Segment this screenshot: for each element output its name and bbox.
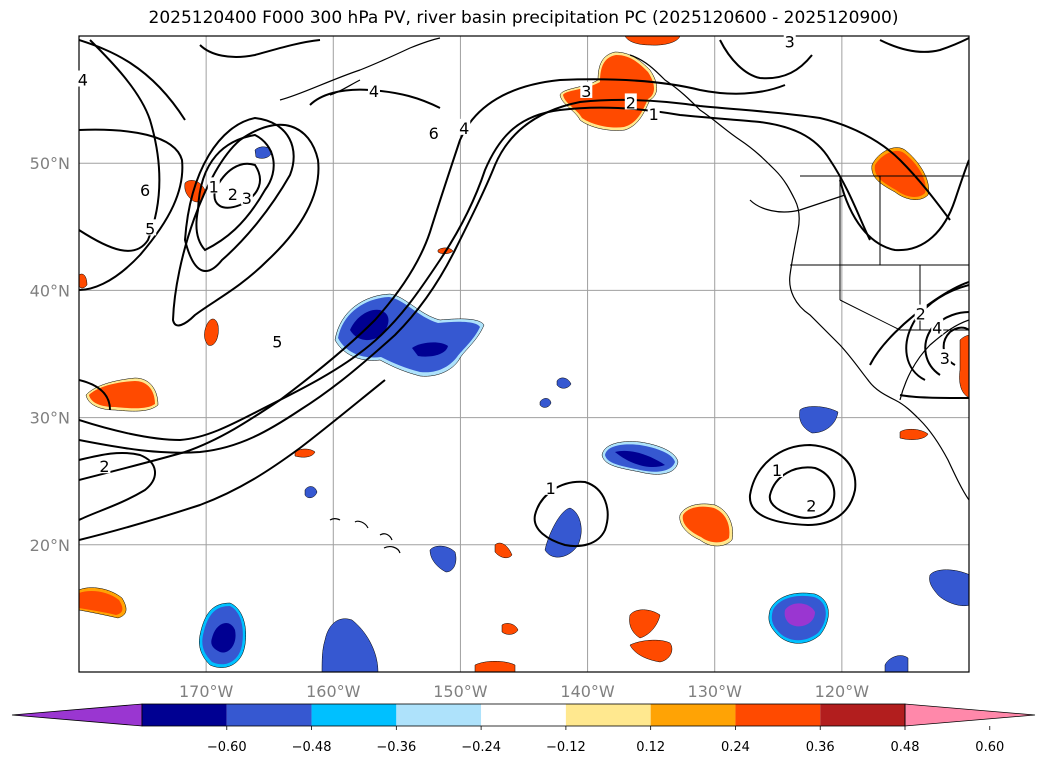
contour-label-bg	[771, 461, 784, 478]
colorbar-segment	[311, 704, 397, 726]
contour-label: 3	[940, 349, 950, 368]
contour-label-bg	[427, 123, 440, 140]
contour-label-bg	[144, 219, 157, 236]
lon-tick-label: 130°W	[688, 682, 743, 701]
chart-title: 2025120400 F000 300 hPa PV, river basin …	[148, 8, 899, 28]
colorbar-tick-label: 0.24	[721, 740, 750, 755]
contour-label: 4	[369, 82, 379, 101]
contour-label: 2	[99, 457, 109, 476]
contour-label: 6	[429, 124, 439, 143]
colorbar-tick-label: 0.12	[636, 740, 665, 755]
longitude-labels: 170°W 160°W 150°W 140°W 130°W 120°W	[179, 682, 869, 701]
contour-label-bg	[647, 104, 660, 121]
contour-label: 3	[581, 82, 591, 101]
colorbar-segment	[650, 704, 736, 726]
lon-tick-label: 170°W	[179, 682, 234, 701]
lat-tick-label: 20°N	[30, 536, 70, 555]
colorbar-segment	[481, 704, 566, 726]
contour-label: 6	[140, 181, 150, 200]
colorbar-segment	[820, 704, 905, 726]
contour-label-bg	[367, 81, 380, 98]
contour-label-bg	[783, 32, 796, 49]
contour-label-bg	[624, 93, 637, 110]
contour-label: 4	[932, 319, 942, 338]
contour-label-bg	[458, 118, 471, 135]
contour-label: 2	[228, 185, 238, 204]
contour-label: 5	[145, 219, 155, 238]
colorbar-segment	[226, 704, 312, 726]
contour-label: 4	[459, 119, 469, 138]
colorbar: −0.60 −0.48 −0.36 −0.24 −0.12 0.12 0.24 0.36 0.4…	[11, 703, 1036, 755]
map-background	[79, 36, 969, 672]
contour-label: 1	[772, 461, 782, 480]
contour-label: 3	[242, 189, 252, 208]
contour-label-bg	[139, 181, 152, 198]
contour-label: 3	[785, 32, 795, 51]
colorbar-outline	[141, 703, 906, 727]
contour-label-bg	[805, 496, 818, 513]
contour-label: 5	[272, 333, 282, 352]
lat-tick-label: 50°N	[30, 154, 70, 173]
colorbar-tick-label: −0.48	[292, 740, 332, 755]
lat-tick-label: 30°N	[30, 409, 70, 428]
contour-label-bg	[938, 349, 951, 366]
contour-label: 4	[78, 71, 88, 90]
colorbar-tick-label: 0.36	[806, 740, 835, 755]
colorbar-tick-label: −0.12	[546, 740, 586, 755]
contour-label: 1	[209, 177, 219, 196]
lon-tick-label: 120°W	[815, 682, 870, 701]
colorbar-segment	[565, 704, 651, 726]
lon-tick-label: 140°W	[560, 682, 615, 701]
latitude-labels: 50°N 40°N 30°N 20°N	[30, 154, 70, 555]
contour-label-bg	[98, 457, 111, 474]
colorbar-segment	[396, 704, 482, 726]
contour-label-bg	[914, 304, 927, 321]
lat-tick-label: 40°N	[30, 281, 70, 300]
coastlines	[279, 37, 969, 554]
colorbar-tick-label: −0.36	[376, 740, 416, 755]
colorbar-tick-label: 0.60	[975, 740, 1004, 755]
contour-label-bg	[226, 185, 239, 201]
colorbar-tick-label: 0.48	[891, 740, 920, 755]
colorbar-tick-label: −0.24	[461, 740, 501, 755]
contour-label-bg	[271, 332, 284, 349]
lon-tick-label: 160°W	[306, 682, 361, 701]
lon-tick-label: 150°W	[433, 682, 488, 701]
contour-label: 2	[806, 497, 816, 516]
country-borders	[790, 175, 969, 331]
contour-label-bg	[240, 188, 253, 205]
colorbar-extend-low	[11, 703, 143, 727]
contour-label-bg	[207, 177, 220, 194]
contour-label-bg	[76, 70, 89, 87]
contour-label: 1	[649, 105, 659, 124]
contour-label: 1	[546, 479, 556, 498]
colorbar-extend-high	[904, 703, 1036, 727]
contour-label: 2	[626, 93, 636, 112]
contour-label: 2	[916, 305, 926, 324]
colorbar-segment	[142, 704, 227, 726]
map-frame	[78, 35, 970, 673]
colorbar-tick-label: −0.60	[207, 740, 247, 755]
contour-label-bg	[931, 318, 944, 335]
contour-label-bg	[580, 81, 593, 98]
colorbar-segment	[735, 704, 821, 726]
contour-label-bg	[544, 478, 557, 495]
